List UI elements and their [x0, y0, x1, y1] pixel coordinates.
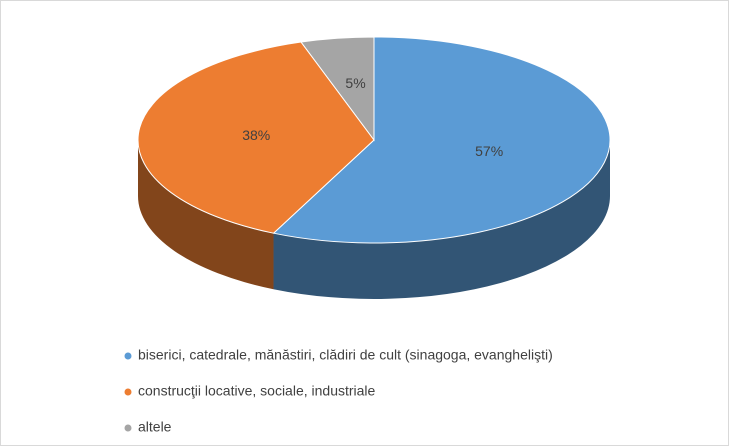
pie-slice	[272, 36, 611, 244]
legend-label: construcţii locative, sociale, industria…	[138, 383, 376, 399]
legend: biserici, catedrale, mănăstiri, clădiri …	[124, 347, 553, 435]
legend-label: altele	[138, 419, 172, 435]
pie-side	[138, 140, 274, 290]
pie-side	[273, 140, 610, 300]
data-label: 38%	[242, 127, 270, 143]
legend-marker	[124, 352, 132, 360]
pie-tops	[137, 36, 611, 244]
legend-marker	[124, 424, 132, 432]
legend-label: biserici, catedrale, mănăstiri, clădiri …	[138, 347, 553, 363]
pie-sides	[138, 140, 610, 300]
pie-slice	[300, 36, 375, 142]
data-label: 5%	[345, 75, 365, 91]
data-label: 57%	[475, 143, 503, 159]
pie-slice	[137, 41, 375, 234]
data-labels: 57% 38% 5%	[242, 75, 503, 159]
legend-marker	[124, 388, 132, 396]
